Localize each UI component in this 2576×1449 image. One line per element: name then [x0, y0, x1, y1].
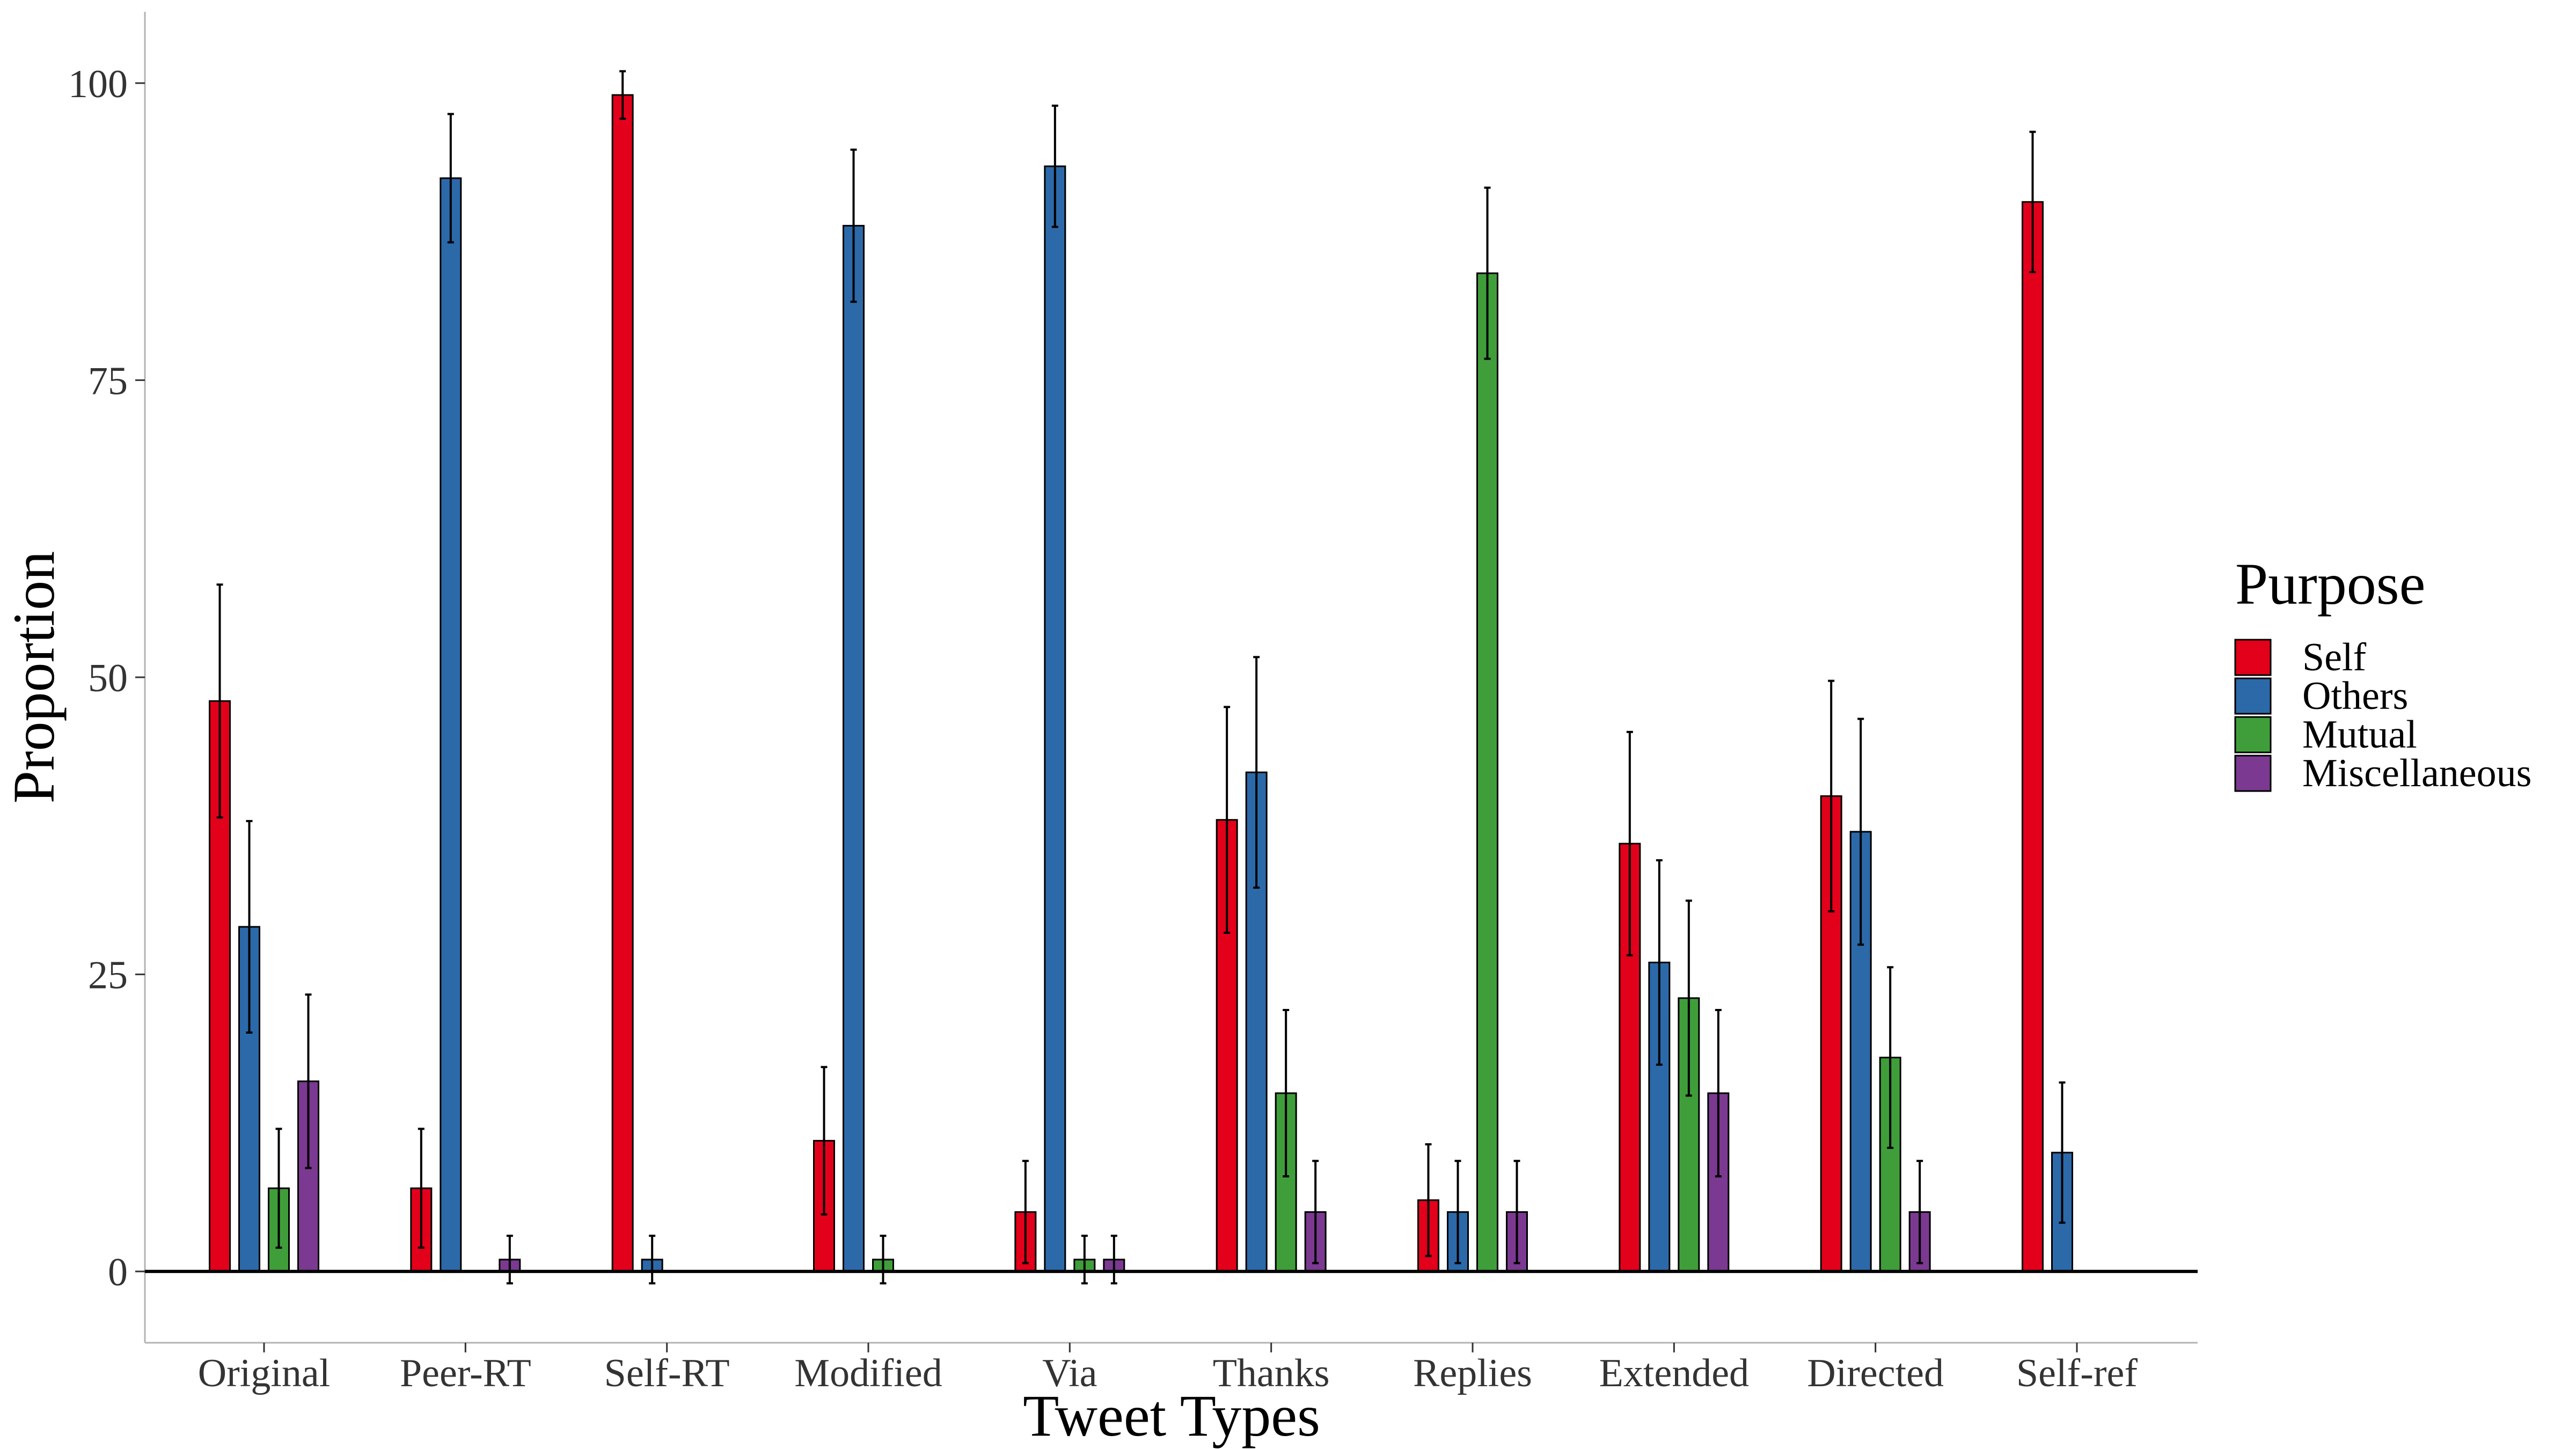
y-tick-label: 50: [88, 656, 128, 700]
legend-label: Self: [2302, 635, 2367, 679]
y-tick-label: 100: [68, 62, 128, 106]
x-tick-label: Thanks: [1213, 1351, 1330, 1395]
x-tick-label: Modified: [794, 1351, 942, 1395]
legend-label: Others: [2302, 674, 2408, 718]
x-tick-label: Directed: [1807, 1351, 1944, 1395]
bar-self: [2022, 201, 2044, 1272]
bar-others: [440, 177, 462, 1272]
y-axis-title: Proportion: [1, 551, 67, 804]
y-tick-label: 75: [88, 359, 128, 403]
x-axis-title: Tweet Types: [1023, 1383, 1320, 1448]
x-tick-label: Self-ref: [2016, 1351, 2138, 1395]
x-tick-label: Extended: [1599, 1351, 1749, 1395]
x-tick-label: Replies: [1413, 1351, 1532, 1395]
error-bars: [216, 70, 2066, 1285]
legend-title: Purpose: [2235, 551, 2425, 617]
x-axis-ticks: Original Peer-RT Self-RT Modified Via Thanks R…: [198, 1343, 2138, 1395]
legend-label: Mutual: [2302, 713, 2417, 757]
y-tick-label: 0: [108, 1250, 128, 1294]
legend-key-miscellaneous: [2234, 755, 2272, 792]
x-tick-label: Self-RT: [604, 1351, 730, 1395]
x-tick-label: Peer-RT: [400, 1351, 531, 1395]
x-tick-label: Original: [198, 1351, 331, 1395]
legend-key-mutual: [2234, 716, 2272, 753]
y-tick-label: 25: [88, 954, 128, 998]
bar-others: [843, 225, 865, 1272]
x-tick-label: Via: [1042, 1351, 1097, 1395]
bar-self: [611, 94, 634, 1272]
bar-others: [1044, 165, 1066, 1272]
legend-label: Miscellaneous: [2302, 751, 2531, 795]
bar-mutual: [1476, 272, 1498, 1272]
legend-key-self: [2234, 639, 2272, 676]
y-axis-ticks: 0 25 50 75 100: [68, 62, 145, 1294]
legend-key-others: [2234, 677, 2272, 715]
